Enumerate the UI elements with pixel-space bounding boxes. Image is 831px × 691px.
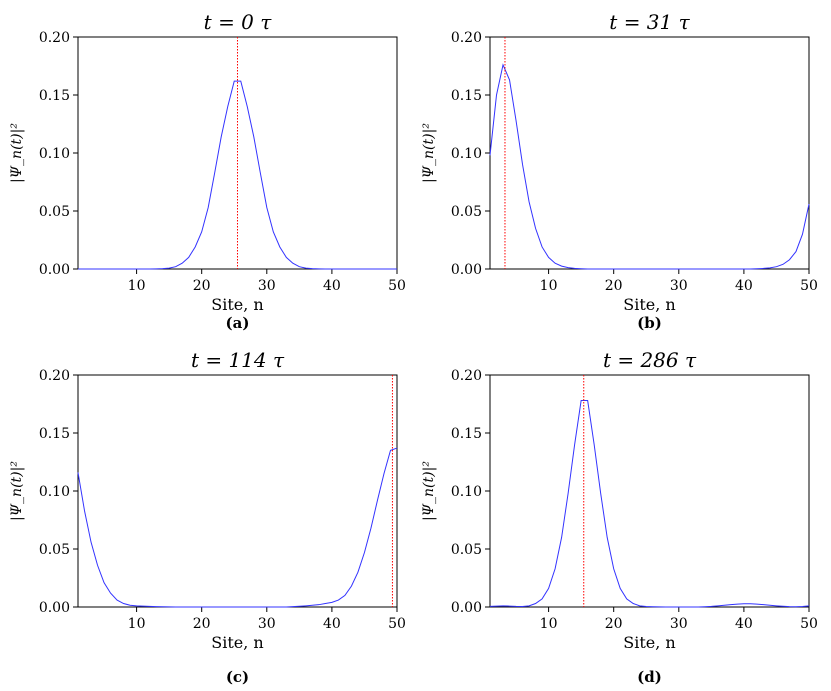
- y-tick-label: 0.10: [39, 146, 70, 162]
- x-tick-label: 20: [193, 278, 211, 294]
- x-axis-label: Site, n: [623, 633, 675, 652]
- y-tick-label: 0.20: [451, 30, 482, 46]
- subplot-b: 0.00 0.05 0.10 0.15 0.20 10 20 30 40 50 t = 31 τ Si…: [421, 10, 818, 332]
- x-axis-label: Site, n: [211, 295, 263, 314]
- x-tick-label: 30: [258, 278, 276, 294]
- x-tick-label: 10: [540, 278, 558, 294]
- subplot-title: t = 114 τ: [191, 348, 285, 372]
- y-axis-label: |Ψ_n(t)|²: [421, 123, 437, 183]
- y-tick-label: 0.05: [451, 542, 482, 558]
- axes-frame: [77, 36, 398, 270]
- y-tick-label: 0.05: [39, 204, 70, 220]
- subplot-caption: (b): [637, 314, 662, 332]
- x-tick-label: 50: [800, 616, 818, 632]
- axes-frame: [489, 374, 810, 608]
- y-tick-label: 0.20: [39, 368, 70, 384]
- y-tick-label: 0.00: [451, 262, 482, 278]
- x-tick-label: 10: [128, 616, 146, 632]
- series-line: [77, 447, 398, 608]
- subplot-caption: (d): [637, 668, 662, 686]
- y-axis-label: |Ψ_n(t)|²: [9, 461, 25, 521]
- x-tick-label: 20: [193, 616, 211, 632]
- subplot-title: t = 0 τ: [204, 10, 273, 34]
- series-line: [78, 80, 397, 270]
- axes-frame: [77, 374, 398, 608]
- y-tick-label: 0.15: [451, 88, 482, 104]
- y-tick-label: 0.20: [451, 368, 482, 384]
- x-axis-label: Site, n: [211, 633, 263, 652]
- x-tick-label: 20: [605, 278, 623, 294]
- y-axis-label: |Ψ_n(t)|²: [9, 123, 25, 183]
- y-tick-label: 0.05: [451, 204, 482, 220]
- y-tick-label: 0.10: [451, 146, 482, 162]
- x-tick-label: 10: [540, 616, 558, 632]
- x-tick-label: 50: [800, 278, 818, 294]
- subplot-d: 0.00 0.05 0.10 0.15 0.20 10 20 30 40 50 t = 286 τ S…: [421, 348, 818, 686]
- x-tick-label: 30: [258, 616, 276, 632]
- series-line: [489, 400, 810, 608]
- y-tick-label: 0.15: [39, 88, 70, 104]
- x-axis-label: Site, n: [623, 295, 675, 314]
- x-tick-label: 40: [323, 616, 341, 632]
- x-tick-label: 10: [128, 278, 146, 294]
- x-tick-label: 20: [605, 616, 623, 632]
- x-tick-label: 50: [388, 278, 406, 294]
- y-tick-label: 0.00: [39, 600, 70, 616]
- subplot-c: 0.00 0.05 0.10 0.15 0.20 10 20 30 40 50 t = 114 τ S…: [9, 348, 406, 686]
- x-tick-label: 30: [670, 278, 688, 294]
- x-tick-label: 40: [735, 278, 753, 294]
- y-tick-label: 0.15: [39, 426, 70, 442]
- y-tick-label: 0.20: [39, 30, 70, 46]
- subplot-title: t = 31 τ: [609, 10, 690, 34]
- x-tick-label: 40: [323, 278, 341, 294]
- x-tick-label: 50: [388, 616, 406, 632]
- y-tick-label: 0.10: [39, 484, 70, 500]
- x-tick-label: 30: [670, 616, 688, 632]
- x-tick-label: 40: [735, 616, 753, 632]
- subplot-caption: (c): [226, 668, 249, 686]
- series-line: [489, 63, 810, 270]
- subplot-title: t = 286 τ: [603, 348, 697, 372]
- y-axis-label: |Ψ_n(t)|²: [421, 461, 437, 521]
- subplot-a: 0.00 0.05 0.10 0.15 0.20 10 20 30 40 50 t = 0 τ Sit…: [9, 10, 406, 332]
- y-tick-label: 0.10: [451, 484, 482, 500]
- subplot-caption: (a): [226, 314, 250, 332]
- y-tick-label: 0.00: [451, 600, 482, 616]
- y-tick-label: 0.15: [451, 426, 482, 442]
- y-tick-label: 0.00: [39, 262, 70, 278]
- y-tick-label: 0.05: [39, 542, 70, 558]
